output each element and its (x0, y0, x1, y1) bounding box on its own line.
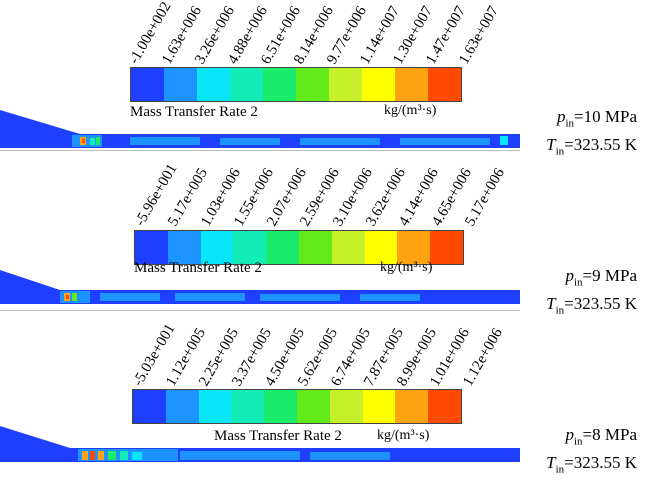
colorbar-swatch (395, 390, 429, 423)
contour-panel-10mpa: -1.00e+002 1.63e+006 3.26e+006 4.88e+006… (0, 0, 649, 158)
colorbar-swatch (197, 68, 230, 101)
quantity-label: Mass Transfer Rate 2 (214, 428, 342, 444)
colorbar (132, 389, 462, 424)
colorbar-swatch (231, 390, 265, 423)
colorbar-swatch (133, 390, 166, 423)
colorbar-swatch (296, 390, 330, 423)
panel-divider (0, 150, 520, 151)
colorbar (134, 230, 464, 265)
inlet-pressure: pin=9 MPa (565, 266, 637, 289)
colorbar-swatch (135, 231, 168, 264)
colorbar-swatch (362, 68, 395, 101)
quantity-label: Mass Transfer Rate 2 (134, 260, 262, 276)
colorbar-swatch (233, 231, 267, 264)
nozzle-contour (0, 110, 520, 148)
colorbar-swatch (428, 390, 461, 423)
nozzle-contour (0, 426, 520, 462)
colorbar-swatch (167, 231, 201, 264)
inlet-conditions: pin=8 MPa Tin=323.55 K (546, 424, 637, 481)
colorbar-swatch (397, 231, 431, 264)
colorbar-swatch (329, 390, 363, 423)
units-label: kg/(m³·s) (380, 260, 433, 275)
colorbar-swatch (395, 68, 428, 101)
inlet-conditions: pin=10 MPa Tin=323.55 K (546, 106, 637, 163)
colorbar-swatch (329, 68, 362, 101)
colorbar-swatch (165, 390, 199, 423)
quantity-label: Mass Transfer Rate 2 (130, 104, 258, 120)
colorbar-swatch (198, 390, 232, 423)
colorbar-swatch (230, 68, 263, 101)
colorbar-swatch (263, 68, 296, 101)
colorbar-swatch (264, 390, 297, 423)
inlet-pressure: pin=10 MPa (556, 107, 637, 130)
colorbar-swatch (364, 231, 398, 264)
units-label: kg/(m³·s) (377, 428, 430, 443)
colorbar (130, 67, 462, 102)
colorbar-swatch (298, 231, 332, 264)
nozzle-contour (0, 270, 520, 304)
colorbar-swatch (131, 68, 164, 101)
inlet-temperature: Tin=323.55 K (546, 135, 637, 158)
inlet-conditions: pin=9 MPa Tin=323.55 K (546, 265, 637, 322)
colorbar-swatch (296, 68, 329, 101)
inlet-temperature: Tin=323.55 K (546, 294, 637, 317)
colorbar-swatch (266, 231, 299, 264)
inlet-temperature: Tin=323.55 K (546, 453, 637, 476)
colorbar-swatch (362, 390, 396, 423)
colorbar-swatch (331, 231, 365, 264)
panel-divider (0, 310, 520, 311)
units-label: kg/(m³·s) (384, 103, 437, 118)
contour-panel-8mpa: -5.03e+001 1.12e+005 2.25e+005 3.37e+005… (0, 312, 649, 476)
colorbar-swatch (164, 68, 197, 101)
contour-panel-9mpa: -5.96e+001 5.17e+005 1.03e+006 1.55e+006… (0, 156, 649, 317)
colorbar-swatch (200, 231, 234, 264)
colorbar-swatch (428, 68, 461, 101)
inlet-pressure: pin=8 MPa (565, 425, 637, 448)
colorbar-swatch (430, 231, 463, 264)
